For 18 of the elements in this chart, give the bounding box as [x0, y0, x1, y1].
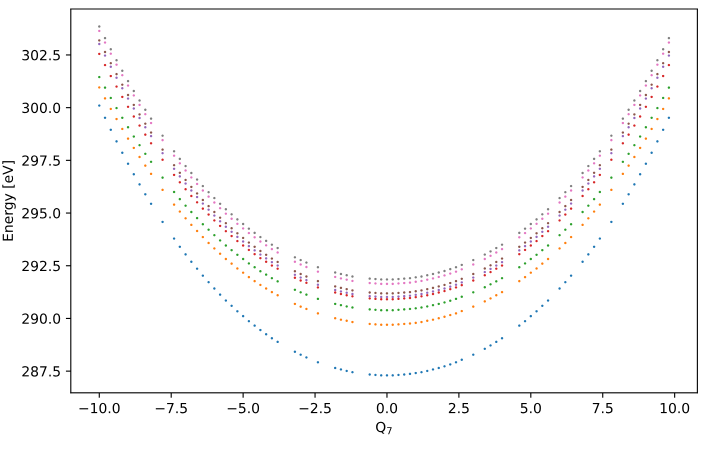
x-axis-title: Q$_{7}$	[376, 422, 392, 434]
x-tick-label: −7.5	[156, 403, 187, 414]
y-tick-label: 287.5	[22, 366, 60, 377]
y-axis-title: Energy [eV]	[2, 161, 16, 241]
x-tick-label: −5.0	[228, 402, 260, 414]
x-tick-label: 7.5	[592, 403, 613, 414]
y-tick-label: 300.0	[22, 102, 60, 114]
y-tick-label: 292.5	[22, 260, 60, 272]
x-tick-label: −10.0	[79, 402, 120, 414]
x-tick-label: −2.5	[300, 402, 331, 414]
y-tick-label: 297.5	[22, 155, 60, 166]
y-tick-label: 295.0	[22, 208, 60, 219]
y-tick-label: 290.0	[22, 313, 60, 324]
x-tick-label: 5.0	[520, 402, 541, 414]
x-tick-label: 0.0	[376, 402, 398, 414]
y-tick-label: 302.5	[22, 50, 60, 60]
x-tick-label: 10.0	[660, 402, 690, 414]
x-tick-label: 2.5	[448, 402, 469, 414]
